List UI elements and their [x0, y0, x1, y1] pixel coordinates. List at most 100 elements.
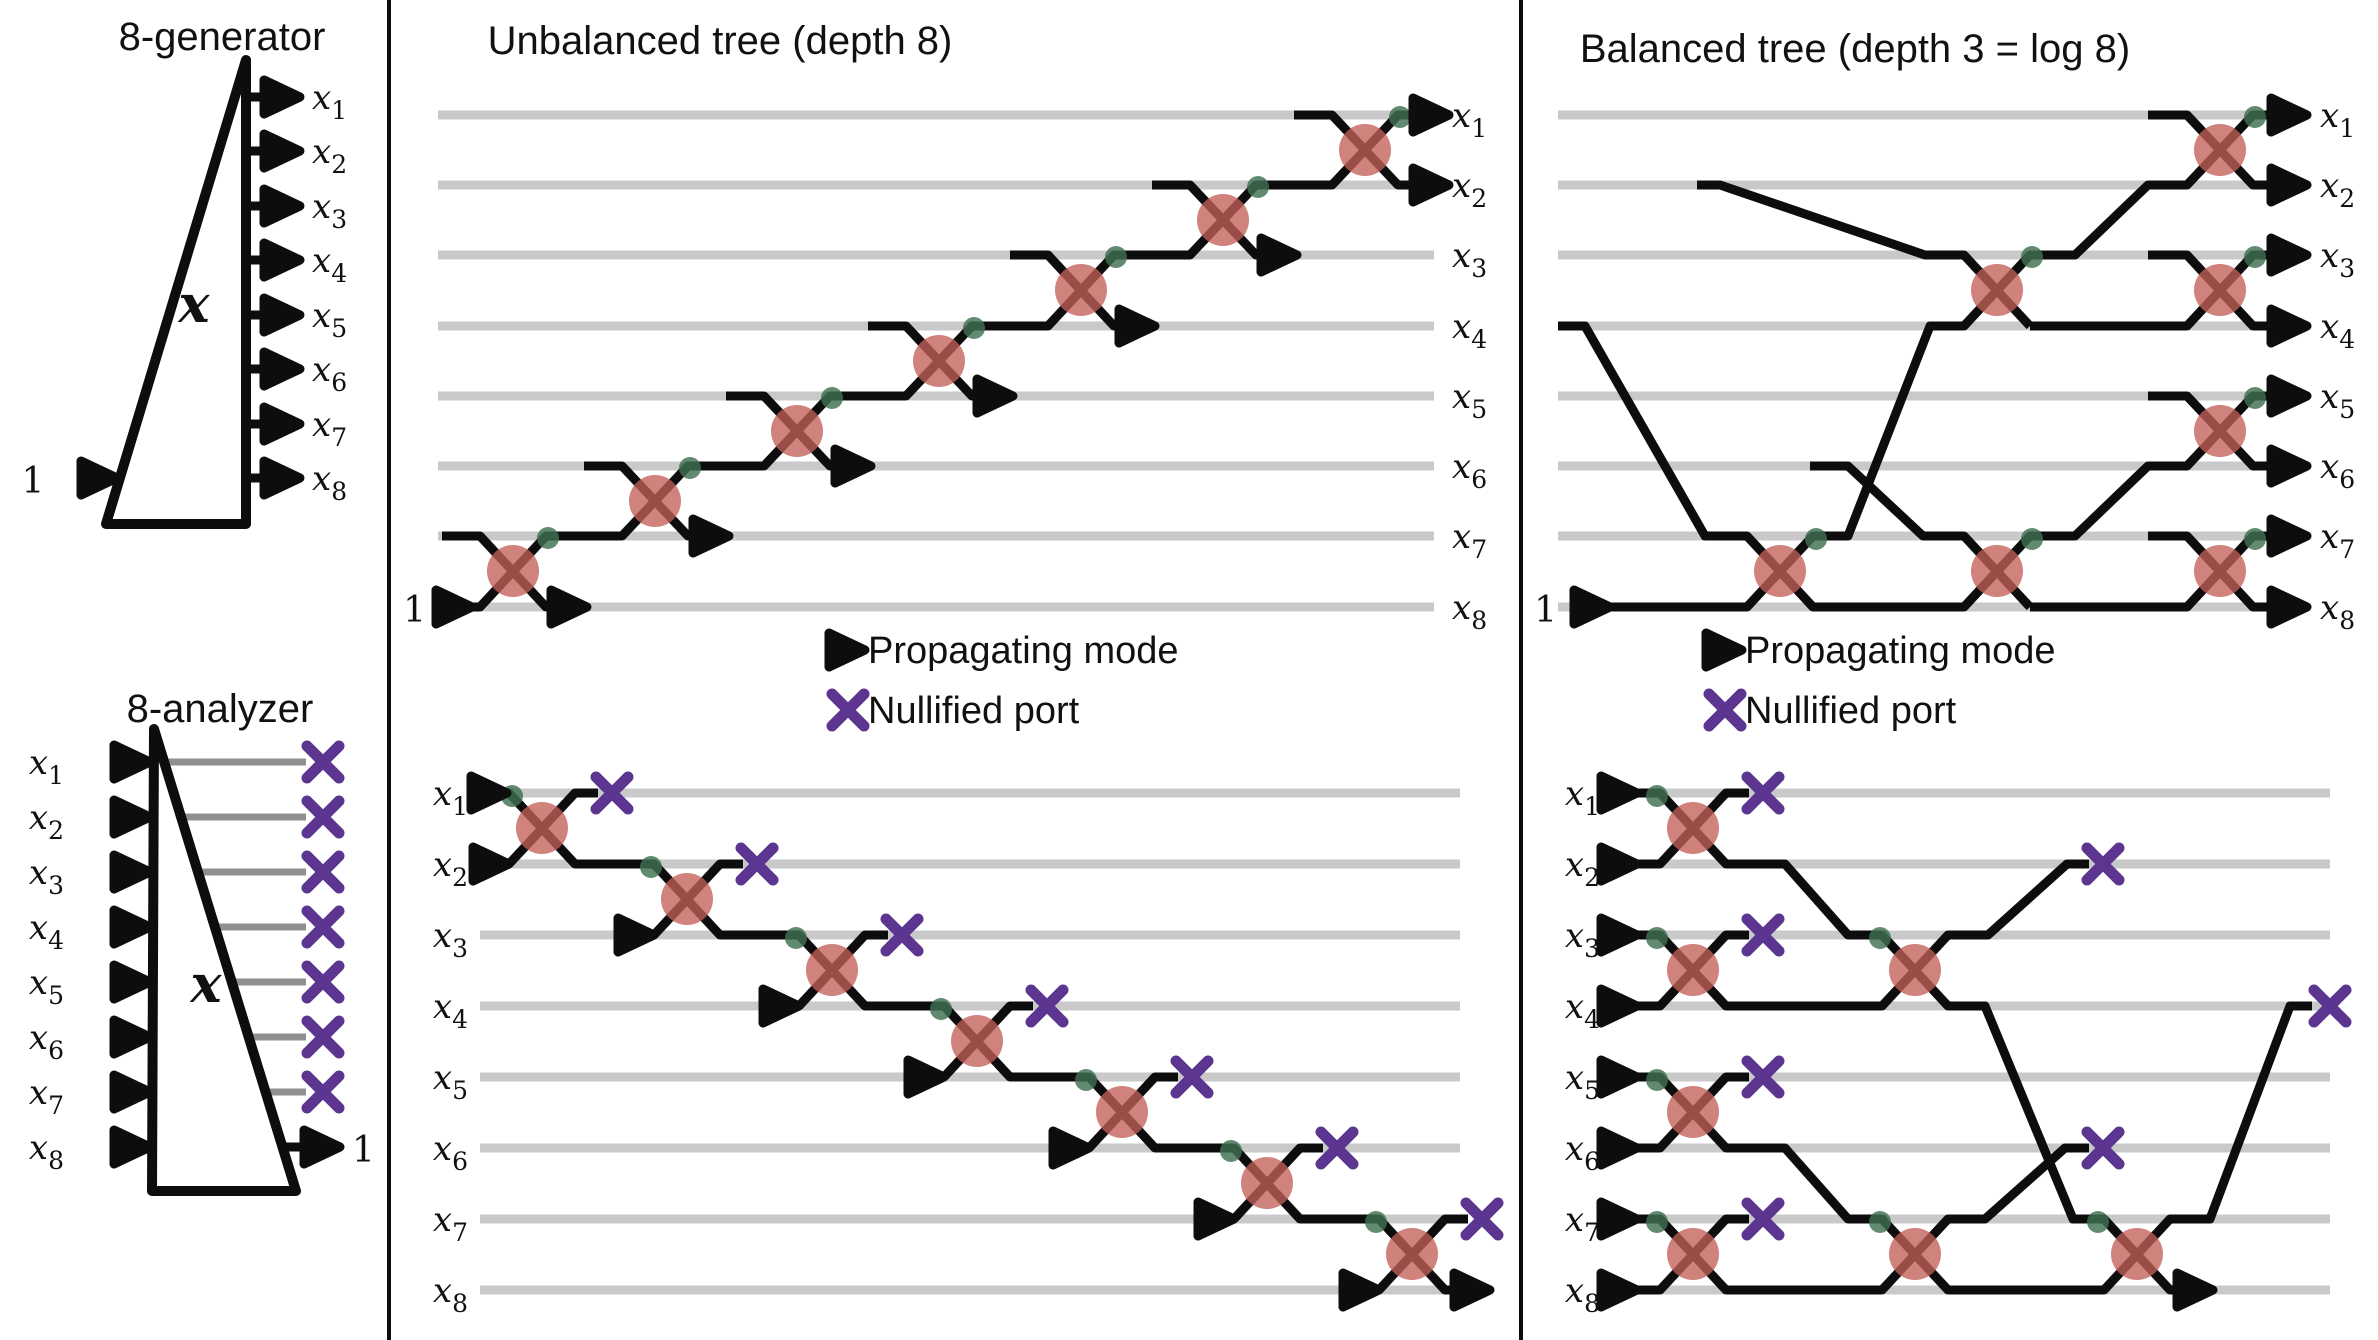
nullified-port-x-icon: [1025, 984, 1069, 1028]
propagating-mode-arrow-icon: [758, 984, 804, 1028]
propagating-mode-arrow-icon: [1338, 1268, 1384, 1312]
unbalanced-analyzer-panel: x1 x2 x3 x4 x5 x6 x7 x8: [433, 771, 1504, 1318]
legend-nullified-port-icon: [826, 688, 870, 732]
analyzer-8-panel: x x1 x2 x3 x4 x5 x6 x7 x8 1 8-analyzer: [29, 687, 375, 1196]
port-label-x7: x7: [312, 405, 347, 452]
port-label-x7: x7: [1565, 1200, 1600, 1247]
tap-phase-dot: [785, 927, 807, 949]
tap-phase-dot: [1805, 528, 1827, 550]
nullified-port-x-icon: [301, 960, 345, 1004]
propagating-mode-arrow-icon: [1596, 913, 1642, 957]
beam-splitter-node: [661, 873, 713, 925]
nullified-port-x-icon: [735, 842, 779, 886]
port-label-x4: x4: [2320, 307, 2355, 354]
propagating-mode-arrow-icon: [2266, 444, 2312, 488]
nullified-port-x-icon: [1315, 1126, 1359, 1170]
propagating-mode-arrow-icon: [109, 1070, 155, 1114]
tap-phase-dot: [1075, 1069, 1097, 1091]
propagating-mode-arrow-icon: [299, 1125, 345, 1169]
beam-splitter-node: [629, 475, 681, 527]
tap-phase-dot: [640, 856, 662, 878]
port-label-x6: x6: [312, 350, 347, 397]
port-label-x2: x2: [1565, 845, 1600, 892]
propagating-mode-arrow-icon: [259, 293, 305, 337]
nullified-port-x-icon: [880, 913, 924, 957]
port-label-x2: x2: [1452, 166, 1487, 213]
propagating-mode-arrow-icon: [1596, 1197, 1642, 1241]
beam-splitter-node: [1889, 944, 1941, 996]
panel-separator-line: [1519, 0, 1523, 1340]
unbalanced-generator-panel: 1 x1 x2 x3 x4 x5 x6 x7 x8 Unbalanced tree (depth …: [403, 19, 1487, 732]
vector-x-label: x: [189, 954, 222, 1015]
propagating-mode-arrow-icon: [1408, 93, 1454, 137]
port-label-x5: x5: [29, 963, 64, 1010]
port-label-x6: x6: [433, 1129, 468, 1176]
beam-splitter-node: [1386, 1228, 1438, 1280]
tap-phase-dot: [1646, 1211, 1668, 1233]
port-label-x7: x7: [433, 1200, 468, 1247]
port-label-x1: x1: [1452, 96, 1487, 143]
port-label-x3: x3: [312, 187, 347, 234]
beam-splitter-node: [1055, 264, 1107, 316]
tap-phase-dot: [2021, 528, 2043, 550]
tap-phase-dot: [1646, 1069, 1668, 1091]
value-label: 1: [352, 1130, 375, 1171]
propagating-mode-arrow-icon: [1596, 1126, 1642, 1170]
tap-phase-dot: [1220, 1140, 1242, 1162]
nullified-port-x-icon: [301, 740, 345, 784]
propagating-mode-arrow-icon: [1596, 842, 1642, 886]
port-label-x4: x4: [29, 908, 64, 955]
port-label-x3: x3: [433, 916, 468, 963]
port-label-x6: x6: [1452, 447, 1487, 494]
beam-splitter-node: [487, 545, 539, 597]
propagating-mode-arrow-icon: [109, 795, 155, 839]
nullified-port-x-icon: [2308, 984, 2352, 1028]
propagating-mode-arrow-icon: [1596, 771, 1642, 815]
beam-splitter-node: [2194, 124, 2246, 176]
nullified-port-x-icon: [1741, 1055, 1785, 1099]
tap-phase-dot: [1646, 785, 1668, 807]
beam-splitter-node: [1197, 194, 1249, 246]
beam-splitter-node: [1754, 545, 1806, 597]
port-label-x4: x4: [312, 241, 347, 288]
beam-splitter-node: [1339, 124, 1391, 176]
nullified-port-x-icon: [301, 795, 345, 839]
propagating-mode-arrow-icon: [2266, 163, 2312, 207]
nullified-port-x-icon: [1741, 913, 1785, 957]
beam-splitter-node: [516, 802, 568, 854]
tap-phase-dot: [2087, 1211, 2109, 1233]
propagating-mode-arrow-icon: [1256, 233, 1302, 277]
propagating-mode-arrow-icon: [259, 184, 305, 228]
panel-title: 8-generator: [119, 15, 326, 59]
propagating-mode-arrow-icon: [259, 75, 305, 119]
beam-splitter-node: [1667, 1228, 1719, 1280]
port-label-x5: x5: [312, 296, 347, 343]
tap-phase-dot: [2244, 528, 2266, 550]
propagating-mode-arrow-icon: [109, 905, 155, 949]
propagating-mode-arrow-icon: [109, 1125, 155, 1169]
propagating-mode-arrow-icon: [1048, 1126, 1094, 1170]
port-label-x3: x3: [1452, 236, 1487, 283]
port-label-x5: x5: [1565, 1058, 1600, 1105]
port-label-x6: x6: [1565, 1129, 1600, 1176]
port-label-x1: x1: [29, 743, 64, 790]
value-label: 1: [22, 461, 45, 502]
nullified-port-x-icon: [1170, 1055, 1214, 1099]
tap-phase-dot: [1646, 927, 1668, 949]
propagating-mode-arrow-icon: [903, 1055, 949, 1099]
propagating-mode-arrow-icon: [109, 960, 155, 1004]
port-label-x7: x7: [2320, 517, 2355, 564]
propagating-mode-arrow-icon: [688, 514, 734, 558]
nullified-port-x-icon: [1741, 771, 1785, 815]
propagating-mode-arrow-icon: [1449, 1268, 1495, 1312]
nullified-port-x-icon: [301, 850, 345, 894]
propagating-mode-arrow-icon: [2266, 93, 2312, 137]
port-label-x1: x1: [433, 774, 468, 821]
propagating-mode-arrow-icon: [109, 740, 155, 784]
propagating-mode-arrow-icon: [613, 913, 659, 957]
port-label-x7: x7: [1452, 517, 1487, 564]
tap-phase-dot: [1389, 106, 1411, 128]
port-label-x5: x5: [1452, 377, 1487, 424]
port-label-x2: x2: [433, 845, 468, 892]
port-label-x6: x6: [2320, 447, 2355, 494]
